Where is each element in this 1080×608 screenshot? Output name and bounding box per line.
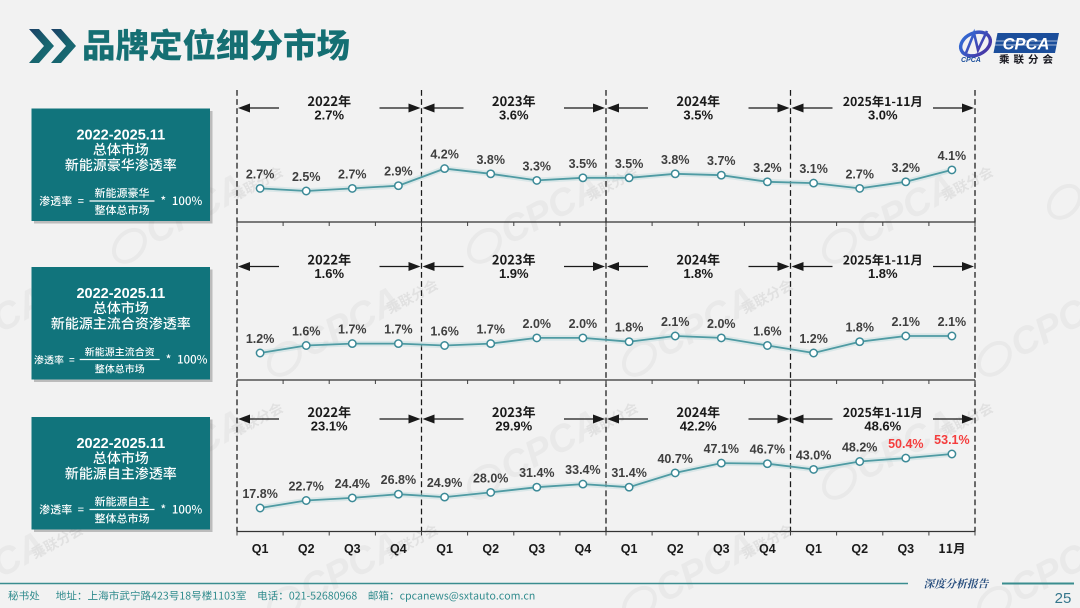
svg-text:22.7%: 22.7% [288, 480, 323, 494]
svg-text:CPCA: CPCA [961, 57, 981, 64]
svg-text:1.2%: 1.2% [799, 332, 828, 346]
svg-text:3.7%: 3.7% [707, 154, 736, 168]
svg-text:Q2: Q2 [298, 542, 315, 556]
svg-text:Q3: Q3 [528, 542, 545, 556]
svg-text:1.9%: 1.9% [499, 266, 529, 281]
svg-text:Q3: Q3 [713, 542, 730, 556]
svg-text:46.7%: 46.7% [750, 443, 785, 457]
svg-text:1.2%: 1.2% [246, 332, 275, 346]
svg-text:3.6%: 3.6% [499, 108, 529, 123]
svg-text:Q2: Q2 [482, 542, 499, 556]
svg-text:2.5%: 2.5% [292, 170, 321, 184]
svg-text:17.8%: 17.8% [242, 487, 277, 501]
svg-text:33.4%: 33.4% [565, 463, 600, 477]
svg-text:50.4%: 50.4% [888, 437, 923, 451]
svg-text:3.3%: 3.3% [523, 159, 552, 173]
svg-text:1.8%: 1.8% [845, 321, 874, 335]
svg-text:4.2%: 4.2% [430, 148, 459, 162]
svg-text:2.7%: 2.7% [246, 167, 275, 181]
svg-text:Q3: Q3 [897, 542, 914, 556]
svg-text:1.6%: 1.6% [430, 325, 459, 339]
svg-text:1.6%: 1.6% [314, 266, 344, 281]
svg-text:1.6%: 1.6% [753, 325, 782, 339]
svg-text:2.1%: 2.1% [892, 315, 921, 329]
svg-text:1.8%: 1.8% [868, 266, 898, 281]
svg-text:1.6%: 1.6% [292, 325, 321, 339]
svg-text:53.1%: 53.1% [934, 433, 969, 447]
svg-text:24.9%: 24.9% [427, 476, 462, 490]
svg-text:Q2: Q2 [851, 542, 868, 556]
svg-text:Q4: Q4 [575, 542, 592, 556]
svg-text:CPCA: CPCA [1003, 36, 1050, 54]
svg-text:2.0%: 2.0% [523, 317, 552, 331]
svg-text:3.5%: 3.5% [615, 157, 644, 171]
svg-text:CPCA: CPCA [1004, 279, 1080, 367]
svg-text:2.7%: 2.7% [845, 167, 874, 181]
svg-text:1.8%: 1.8% [683, 266, 713, 281]
svg-text:CPCA: CPCA [294, 524, 409, 608]
svg-text:Q4: Q4 [390, 542, 407, 556]
svg-text:2022-2025.11: 2022-2025.11 [76, 128, 165, 144]
svg-text:2.9%: 2.9% [384, 165, 413, 179]
svg-text:28.0%: 28.0% [473, 471, 508, 485]
svg-text:2.1%: 2.1% [661, 315, 690, 329]
svg-text:48.2%: 48.2% [842, 441, 877, 455]
svg-text:1.7%: 1.7% [384, 323, 413, 337]
svg-text:3.0%: 3.0% [868, 108, 898, 123]
svg-text:3.2%: 3.2% [892, 161, 921, 175]
svg-text:24.4%: 24.4% [335, 477, 370, 491]
svg-text:2.0%: 2.0% [569, 317, 598, 331]
svg-text:29.9%: 29.9% [495, 419, 532, 434]
svg-text:Q1: Q1 [436, 542, 453, 556]
svg-text:43.0%: 43.0% [796, 448, 831, 462]
svg-text:31.4%: 31.4% [611, 466, 646, 480]
svg-text:2.0%: 2.0% [707, 317, 736, 331]
svg-text:Q1: Q1 [621, 542, 638, 556]
svg-text:42.2%: 42.2% [680, 419, 717, 434]
svg-text:2022-2025.11: 2022-2025.11 [76, 436, 165, 452]
svg-text:23.1%: 23.1% [311, 419, 348, 434]
svg-text:Q1: Q1 [805, 542, 822, 556]
svg-text:40.7%: 40.7% [657, 452, 692, 466]
svg-text:48.6%: 48.6% [864, 419, 901, 434]
svg-text:31.4%: 31.4% [519, 466, 554, 480]
svg-text:3.2%: 3.2% [753, 161, 782, 175]
svg-text:1.8%: 1.8% [615, 321, 644, 335]
svg-text:3.1%: 3.1% [799, 162, 828, 176]
svg-text:1.7%: 1.7% [476, 323, 505, 337]
svg-text:47.1%: 47.1% [704, 442, 739, 456]
svg-text:25: 25 [1055, 590, 1072, 607]
svg-text:2.7%: 2.7% [314, 108, 344, 123]
svg-text:Q4: Q4 [759, 542, 776, 556]
svg-text:3.8%: 3.8% [476, 153, 505, 167]
svg-text:3.8%: 3.8% [661, 153, 690, 167]
svg-text:Q1: Q1 [252, 542, 269, 556]
svg-text:2.1%: 2.1% [938, 315, 967, 329]
svg-text:CPCA: CPCA [649, 524, 764, 608]
svg-text:4.1%: 4.1% [938, 149, 967, 163]
svg-text:26.8%: 26.8% [381, 473, 416, 487]
svg-text:2.7%: 2.7% [338, 167, 367, 181]
svg-text:3.5%: 3.5% [683, 108, 713, 123]
svg-text:2022-2025.11: 2022-2025.11 [76, 286, 165, 302]
svg-text:Q2: Q2 [667, 542, 684, 556]
svg-text:1.7%: 1.7% [338, 323, 367, 337]
svg-text:Q3: Q3 [344, 542, 361, 556]
svg-text:3.5%: 3.5% [569, 157, 598, 171]
